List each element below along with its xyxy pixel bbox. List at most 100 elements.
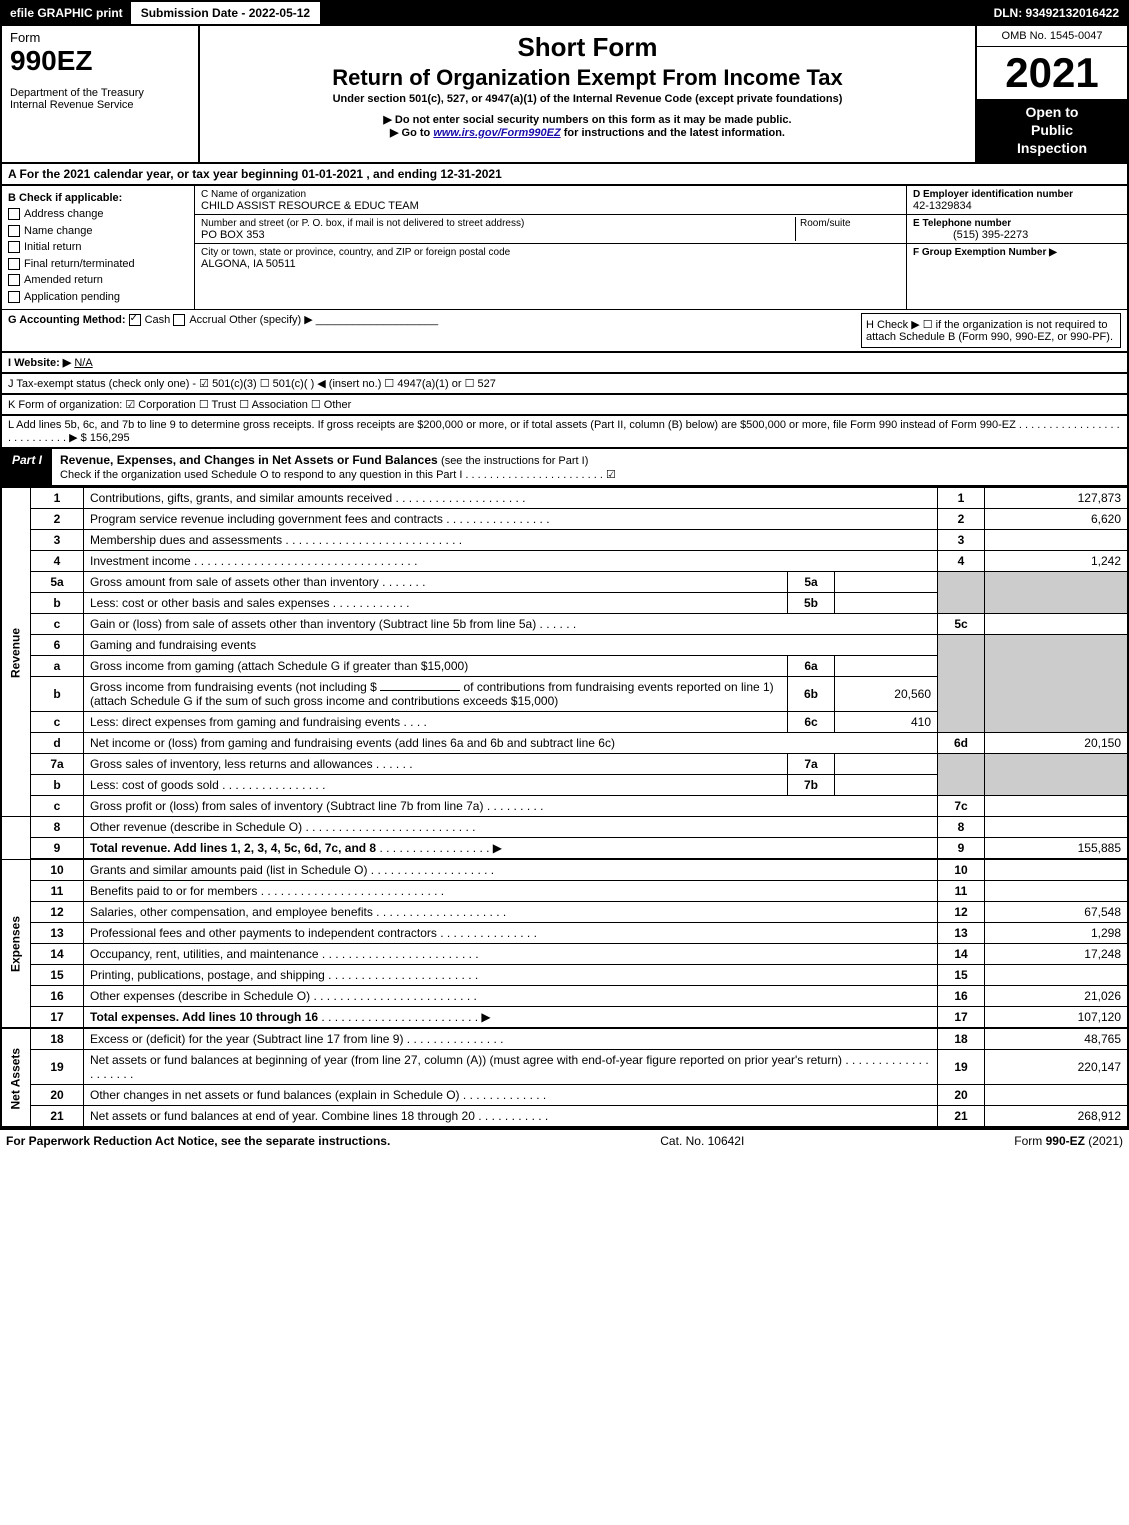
submission-date: Submission Date - 2022-05-12 [133,2,320,24]
val-1: 127,873 [985,488,1129,509]
val-21: 268,912 [985,1106,1129,1128]
side-netassets: Net Assets [1,1029,31,1128]
org-name-label: C Name of organization [201,189,306,200]
page-footer: For Paperwork Reduction Act Notice, see … [0,1128,1129,1152]
chk-amended[interactable] [8,274,20,286]
line-15: 15 Printing, publications, postage, and … [1,965,1128,986]
chk-initial[interactable] [8,241,20,253]
addr-label: Number and street (or P. O. box, if mail… [201,218,524,229]
col-c: C Name of organization CHILD ASSIST RESO… [195,186,906,310]
form-header: Form 990EZ Department of the Treasury In… [0,26,1129,164]
side-revenue: Revenue [1,488,31,817]
chk-pending[interactable] [8,291,20,303]
header-right: OMB No. 1545-0047 2021 Open to Public In… [975,26,1127,162]
irs-label: Internal Revenue Service [10,99,190,111]
line-6: 6 Gaming and fundraising events [1,635,1128,656]
netassets-table: Net Assets 18 Excess or (deficit) for th… [0,1028,1129,1128]
line-8: 8 Other revenue (describe in Schedule O)… [1,817,1128,838]
org-info-box: B Check if applicable: Address change Na… [0,186,1129,311]
chk-final[interactable] [8,258,20,270]
ein-label: D Employer identification number [913,189,1073,200]
line-3: 3 Membership dues and assessments . . . … [1,530,1128,551]
accounting-method: G Accounting Method: Cash Accrual Other … [8,313,438,326]
val-17: 107,120 [985,1007,1129,1028]
line-21: 21 Net assets or fund balances at end of… [1,1106,1128,1128]
group-label: F Group Exemption Number ▶ [913,247,1057,258]
line-6d: d Net income or (loss) from gaming and f… [1,733,1128,754]
line-10: Expenses 10 Grants and similar amounts p… [1,860,1128,881]
part1-tag: Part I [2,449,52,485]
col-b: B Check if applicable: Address change Na… [2,186,195,310]
dln: DLN: 93492132016422 [986,2,1127,24]
chk-cash[interactable] [129,314,141,326]
omb-number: OMB No. 1545-0047 [977,26,1127,47]
footer-left: For Paperwork Reduction Act Notice, see … [6,1134,390,1148]
val-12: 67,548 [985,902,1129,923]
line-17: 17 Total expenses. Add lines 10 through … [1,1007,1128,1028]
line-16: 16 Other expenses (describe in Schedule … [1,986,1128,1007]
org-name: CHILD ASSIST RESOURCE & EDUC TEAM [201,200,419,212]
line-14: 14 Occupancy, rent, utilities, and maint… [1,944,1128,965]
val-14: 17,248 [985,944,1129,965]
line-2: 2 Program service revenue including gove… [1,509,1128,530]
row-k: K Form of organization: ☑ Corporation ☐ … [0,395,1129,416]
val-6b: 20,560 [835,677,938,712]
val-3 [985,530,1129,551]
efile-label: efile GRAPHIC print [2,2,133,24]
subtitle-goto: ▶ Go to www.irs.gov/Form990EZ for instru… [204,126,971,139]
line-12: 12 Salaries, other compensation, and emp… [1,902,1128,923]
form-word: Form [10,30,40,45]
part1-header: Part I Revenue, Expenses, and Changes in… [0,449,1129,487]
room-label: Room/suite [800,218,851,229]
tax-year: 2021 [977,47,1127,99]
val-18: 48,765 [985,1029,1129,1050]
line-9: 9 Total revenue. Add lines 1, 2, 3, 4, 5… [1,838,1128,859]
part1-check: Check if the organization used Schedule … [60,469,616,481]
col-b-title: B Check if applicable: [8,192,122,204]
line-20: 20 Other changes in net assets or fund b… [1,1085,1128,1106]
org-address: PO BOX 353 [201,229,265,241]
expenses-table: Expenses 10 Grants and similar amounts p… [0,859,1129,1028]
phone-value: (515) 395-2273 [913,229,1028,241]
chk-address[interactable] [8,208,20,220]
form-number: 990EZ [10,45,190,77]
line-7c: c Gross profit or (loss) from sales of i… [1,796,1128,817]
line-7a: 7a Gross sales of inventory, less return… [1,754,1128,775]
part1-title: Revenue, Expenses, and Changes in Net As… [52,449,1127,485]
row-l: L Add lines 5b, 6c, and 7b to line 9 to … [0,416,1129,449]
val-6c: 410 [835,712,938,733]
val-19: 220,147 [985,1050,1129,1085]
inspection-box: Open to Public Inspection [977,99,1127,162]
row-g-h: G Accounting Method: Cash Accrual Other … [0,310,1129,353]
line-11: 11 Benefits paid to or for members . . .… [1,881,1128,902]
footer-right: Form 990-EZ (2021) [1014,1134,1123,1148]
chk-accrual[interactable] [173,314,185,326]
ein-value: 42-1329834 [913,200,972,212]
val-16: 21,026 [985,986,1129,1007]
chk-name[interactable] [8,225,20,237]
line-19: 19 Net assets or fund balances at beginn… [1,1050,1128,1085]
title-return: Return of Organization Exempt From Incom… [204,65,971,91]
val-6d: 20,150 [985,733,1129,754]
section-a: A For the 2021 calendar year, or tax yea… [0,164,1129,186]
gross-receipts: 156,295 [90,432,130,444]
line-18: Net Assets 18 Excess or (deficit) for th… [1,1029,1128,1050]
line-5a: 5a Gross amount from sale of assets othe… [1,572,1128,593]
website-value: N/A [74,357,92,369]
irs-link[interactable]: www.irs.gov/Form990EZ [433,127,560,139]
val-9: 155,885 [985,838,1129,859]
topbar: efile GRAPHIC print Submission Date - 20… [0,0,1129,26]
dept-treasury: Department of the Treasury [10,87,190,99]
title-short-form: Short Form [204,32,971,63]
col-d: D Employer identification number 42-1329… [906,186,1127,310]
org-city: ALGONA, IA 50511 [201,258,296,270]
subtitle-ssn: ▶ Do not enter social security numbers o… [204,113,971,126]
line-4: 4 Investment income . . . . . . . . . . … [1,551,1128,572]
header-mid: Short Form Return of Organization Exempt… [200,26,975,162]
line-13: 13 Professional fees and other payments … [1,923,1128,944]
header-left: Form 990EZ Department of the Treasury In… [2,26,200,162]
side-expenses: Expenses [1,860,31,1028]
val-2: 6,620 [985,509,1129,530]
line-1: Revenue 1 Contributions, gifts, grants, … [1,488,1128,509]
h-box: H Check ▶ ☐ if the organization is not r… [861,313,1121,348]
